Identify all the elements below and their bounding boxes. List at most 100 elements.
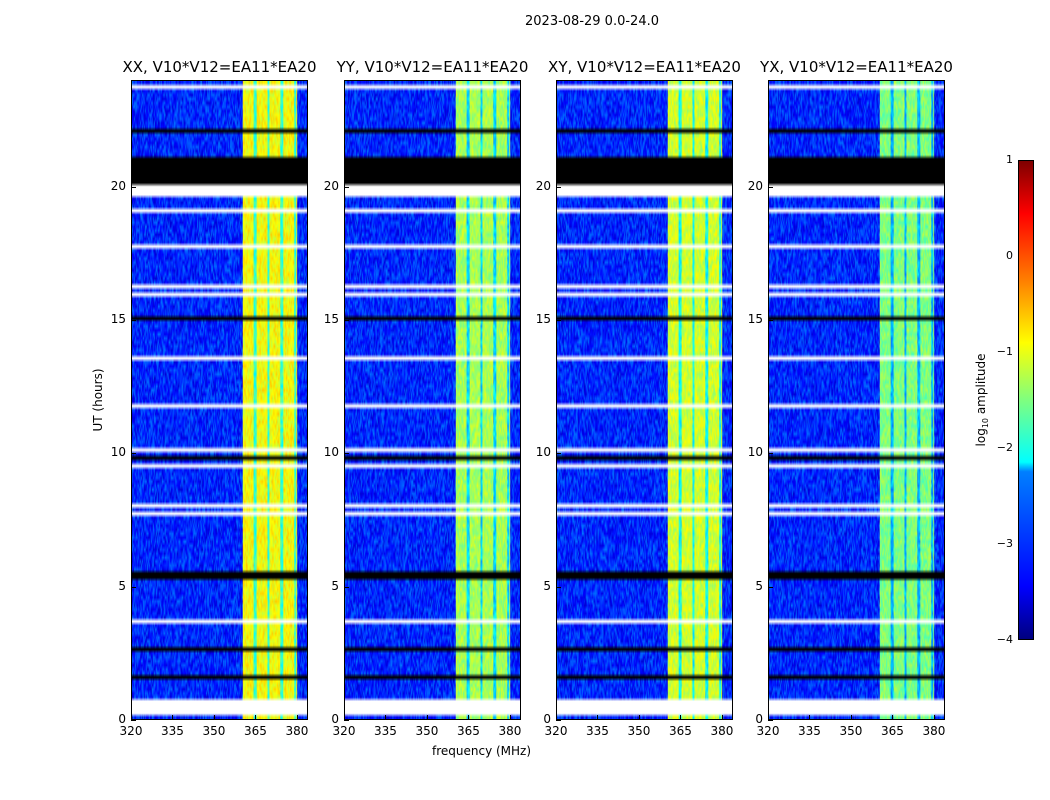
x-tick-label: 350 xyxy=(202,724,226,738)
y-tick-label: 10 xyxy=(535,445,551,460)
y-tick-mark xyxy=(768,586,773,588)
y-tick-label: 20 xyxy=(110,178,126,193)
x-tick-label: 350 xyxy=(415,724,439,738)
spectrogram-image xyxy=(769,81,944,719)
y-tick-mark xyxy=(344,186,349,188)
y-tick-label: 15 xyxy=(110,312,126,326)
y-tick-label: 15 xyxy=(535,312,551,326)
x-tick-mark xyxy=(597,715,599,720)
spectrogram-image xyxy=(557,81,732,719)
y-axis-label: UT (hours) xyxy=(91,368,105,432)
y-tick-mark xyxy=(556,186,561,188)
x-tick-mark xyxy=(680,715,682,720)
spectrogram-panel xyxy=(556,80,733,720)
x-tick-label: 320 xyxy=(332,724,356,738)
y-tick-label: 0 xyxy=(755,712,763,726)
panel-title: XX, V10*V12=EA11*EA20 xyxy=(122,58,317,76)
y-tick-mark xyxy=(131,320,136,321)
spectrogram-panel xyxy=(131,80,308,720)
colorbar xyxy=(1018,160,1034,640)
colorbar-tick-label: 0 xyxy=(1006,249,1013,262)
y-tick-mark xyxy=(768,320,773,321)
y-tick-label: 5 xyxy=(755,578,763,593)
colorbar-tick-label: −1 xyxy=(996,345,1013,358)
x-tick-mark xyxy=(850,715,852,720)
y-tick-label: 5 xyxy=(543,578,551,593)
x-axis-label: frequency (MHz) xyxy=(432,744,532,758)
y-tick-mark xyxy=(131,720,136,721)
colorbar-label: log10 amplitude xyxy=(974,354,990,447)
y-tick-mark xyxy=(556,586,561,588)
x-tick-mark xyxy=(344,715,345,720)
panel-title: YY, V10*V12=EA11*EA20 xyxy=(336,58,529,76)
y-tick-mark xyxy=(344,586,349,588)
y-tick-mark xyxy=(344,720,349,721)
x-tick-mark xyxy=(385,715,387,720)
y-tick-label: 5 xyxy=(118,578,126,593)
y-tick-label: 0 xyxy=(331,712,339,726)
y-tick-label: 20 xyxy=(747,178,763,193)
panel-title: YX, V10*V12=EA11*EA20 xyxy=(760,58,953,76)
y-tick-mark xyxy=(768,720,773,721)
x-tick-mark xyxy=(809,715,811,720)
y-tick-mark xyxy=(131,586,136,588)
y-tick-mark xyxy=(768,453,773,455)
x-tick-label: 380 xyxy=(498,724,522,738)
y-tick-mark xyxy=(131,453,136,455)
figure-title: 2023-08-29 0.0-24.0 xyxy=(525,14,659,29)
spectrogram-image xyxy=(132,81,307,719)
y-tick-label: 5 xyxy=(331,578,339,593)
y-tick-label: 20 xyxy=(535,178,551,193)
panel-title: XY, V10*V12=EA11*EA20 xyxy=(548,58,741,76)
x-tick-label: 350 xyxy=(839,724,863,738)
y-tick-label: 0 xyxy=(118,712,126,726)
colorbar-tick-label: −4 xyxy=(996,633,1013,646)
y-tick-label: 15 xyxy=(323,312,339,326)
x-tick-label: 365 xyxy=(881,724,904,738)
x-tick-mark xyxy=(426,715,428,720)
x-tick-mark xyxy=(172,715,174,720)
spectrogram-panel xyxy=(344,80,521,720)
y-tick-label: 10 xyxy=(747,445,763,460)
y-tick-mark xyxy=(556,320,561,321)
x-tick-mark xyxy=(556,715,557,720)
colorbar-tick-label: 1 xyxy=(1006,153,1013,166)
x-tick-label: 335 xyxy=(161,724,184,738)
y-tick-mark xyxy=(768,186,773,188)
x-tick-label: 380 xyxy=(710,724,734,738)
spectrogram-panel xyxy=(768,80,945,720)
x-tick-label: 320 xyxy=(544,724,568,738)
colorbar-label-log: log xyxy=(973,428,988,447)
x-tick-mark xyxy=(933,715,935,720)
y-tick-label: 10 xyxy=(323,445,339,460)
x-tick-mark xyxy=(468,715,470,720)
x-tick-label: 380 xyxy=(285,724,309,738)
x-tick-label: 335 xyxy=(374,724,397,738)
x-tick-mark xyxy=(213,715,215,720)
x-tick-mark xyxy=(296,715,298,720)
y-tick-mark xyxy=(131,186,136,188)
y-tick-mark xyxy=(344,453,349,455)
x-tick-label: 335 xyxy=(798,724,821,738)
colorbar-label-amp: amplitude xyxy=(973,353,988,418)
x-tick-label: 365 xyxy=(244,724,267,738)
y-tick-label: 10 xyxy=(110,445,126,460)
x-tick-mark xyxy=(721,715,723,720)
x-tick-label: 335 xyxy=(586,724,609,738)
x-tick-mark xyxy=(892,715,894,720)
y-tick-mark xyxy=(556,720,561,721)
x-tick-mark xyxy=(255,715,257,720)
y-tick-mark xyxy=(556,453,561,455)
x-tick-mark xyxy=(768,715,769,720)
x-tick-mark xyxy=(131,715,132,720)
y-tick-label: 15 xyxy=(747,312,763,326)
y-tick-label: 20 xyxy=(323,178,339,193)
x-tick-mark xyxy=(509,715,511,720)
x-tick-label: 320 xyxy=(756,724,780,738)
x-tick-label: 365 xyxy=(457,724,480,738)
x-tick-label: 365 xyxy=(669,724,692,738)
x-tick-label: 380 xyxy=(922,724,946,738)
x-tick-mark xyxy=(638,715,640,720)
spectrogram-image xyxy=(345,81,520,719)
